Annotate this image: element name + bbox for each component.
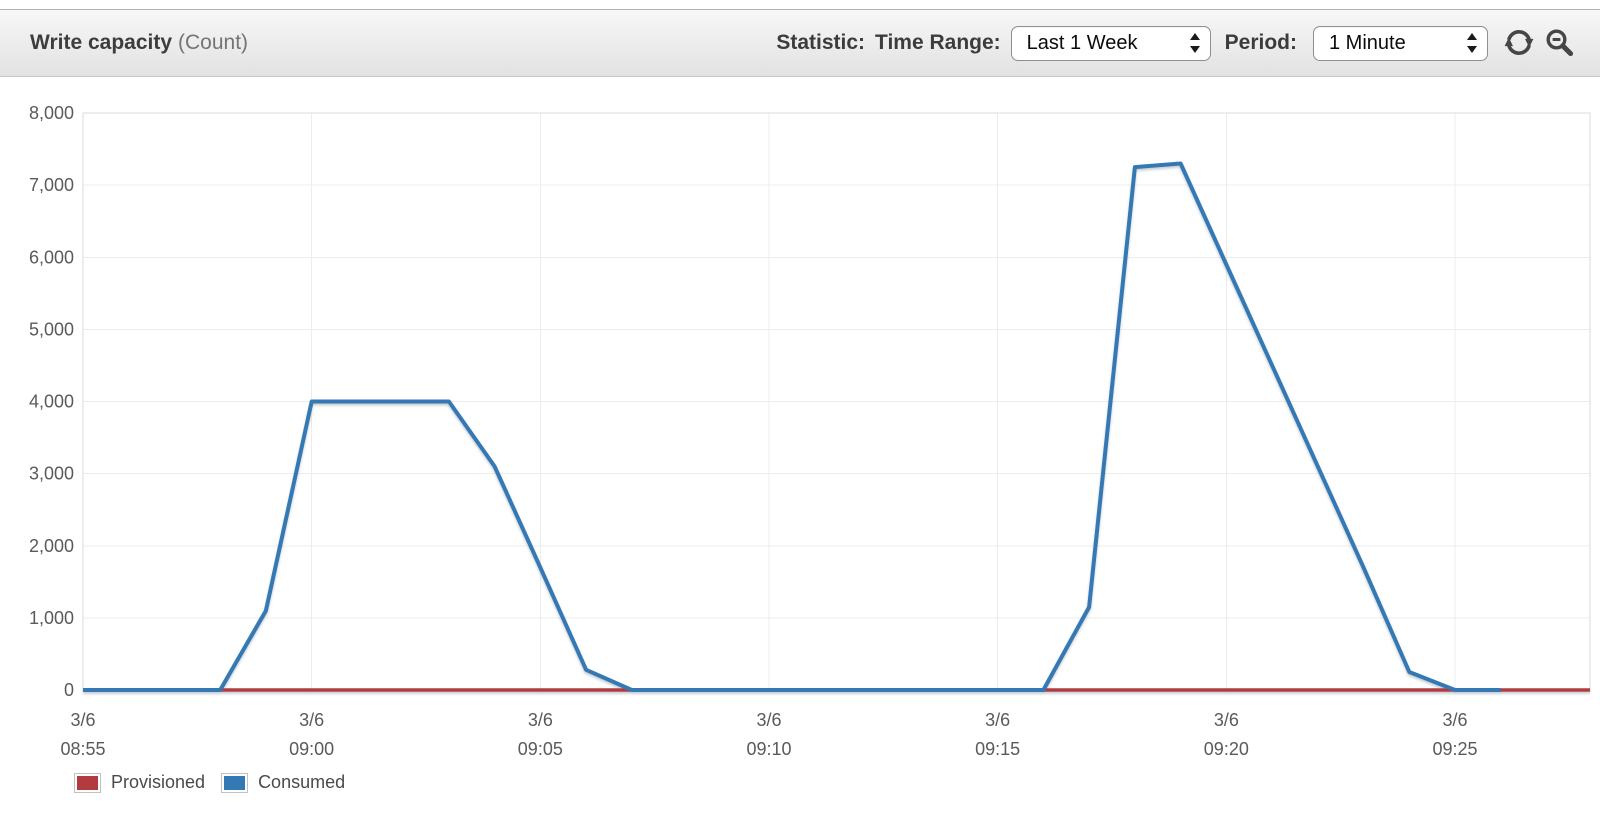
svg-text:3/6: 3/6 bbox=[756, 710, 781, 730]
svg-text:4,000: 4,000 bbox=[29, 392, 74, 412]
y-axis-labels: 0 1,000 2,000 3,000 4,000 5,000 6,000 7,000 8,00… bbox=[29, 103, 74, 700]
svg-text:09:20: 09:20 bbox=[1204, 739, 1249, 759]
refresh-icon bbox=[1504, 30, 1534, 55]
chart-canvas[interactable]: 0 1,000 2,000 3,000 4,000 5,000 6,000 7,000 8,00… bbox=[0, 78, 1600, 819]
select-arrows-icon bbox=[1189, 33, 1200, 53]
svg-text:6,000: 6,000 bbox=[29, 247, 74, 267]
series-consumed-line bbox=[83, 161, 1501, 692]
chart-controls: Statistic: Time Range: Last 1 Week Perio… bbox=[776, 25, 1576, 61]
svg-text:1,000: 1,000 bbox=[29, 608, 74, 628]
chart-title: Write capacity bbox=[30, 31, 173, 54]
time-range-value: Last 1 Week bbox=[1026, 31, 1138, 54]
period-label: Period: bbox=[1224, 31, 1297, 54]
svg-text:3/6: 3/6 bbox=[1442, 710, 1467, 730]
svg-text:08:55: 08:55 bbox=[60, 739, 105, 759]
chart-units: (Count) bbox=[178, 31, 249, 54]
svg-text:0: 0 bbox=[64, 680, 74, 700]
svg-text:09:05: 09:05 bbox=[518, 739, 563, 759]
period-value: 1 Minute bbox=[1329, 31, 1406, 54]
svg-text:3/6: 3/6 bbox=[299, 710, 324, 730]
time-range-label: Time Range: bbox=[875, 31, 1001, 54]
svg-text:8,000: 8,000 bbox=[29, 103, 74, 123]
period-select[interactable]: 1 Minute bbox=[1313, 25, 1488, 61]
zoom-out-button[interactable] bbox=[1544, 27, 1576, 59]
chart-header: Write capacity (Count) Statistic: Time Ra… bbox=[0, 9, 1600, 77]
svg-text:3/6: 3/6 bbox=[1214, 710, 1239, 730]
legend-swatch-provisioned bbox=[74, 772, 101, 793]
y-gridlines bbox=[83, 112, 1590, 691]
legend-swatch-consumed bbox=[221, 772, 249, 793]
chart-legend: Provisioned Consumed bbox=[74, 772, 361, 793]
svg-text:3/6: 3/6 bbox=[70, 710, 95, 730]
x-axis-labels: 3/6 08:55 3/6 09:00 3/6 09:05 3/6 09:10 3/6 09:15… bbox=[60, 710, 1477, 759]
refresh-button[interactable] bbox=[1502, 26, 1536, 60]
svg-text:7,000: 7,000 bbox=[29, 175, 74, 195]
svg-text:3/6: 3/6 bbox=[985, 710, 1010, 730]
statistic-label: Statistic: bbox=[776, 31, 865, 54]
svg-text:5,000: 5,000 bbox=[29, 319, 74, 339]
time-range-select[interactable]: Last 1 Week bbox=[1010, 25, 1211, 61]
svg-text:2,000: 2,000 bbox=[29, 536, 74, 556]
svg-text:09:00: 09:00 bbox=[289, 739, 334, 759]
legend-label-provisioned: Provisioned bbox=[111, 772, 206, 792]
page-title: Write capacity (Count) bbox=[30, 31, 248, 55]
svg-text:3/6: 3/6 bbox=[528, 710, 553, 730]
svg-text:09:15: 09:15 bbox=[975, 739, 1020, 759]
svg-text:3,000: 3,000 bbox=[29, 464, 74, 484]
svg-text:09:10: 09:10 bbox=[746, 739, 791, 759]
svg-text:09:25: 09:25 bbox=[1432, 739, 1477, 759]
zoom-out-icon bbox=[1546, 29, 1574, 57]
chart-area: 0 1,000 2,000 3,000 4,000 5,000 6,000 7,000 8,00… bbox=[0, 78, 1600, 819]
legend-label-consumed: Consumed bbox=[258, 772, 346, 792]
select-arrows-icon bbox=[1467, 33, 1477, 53]
